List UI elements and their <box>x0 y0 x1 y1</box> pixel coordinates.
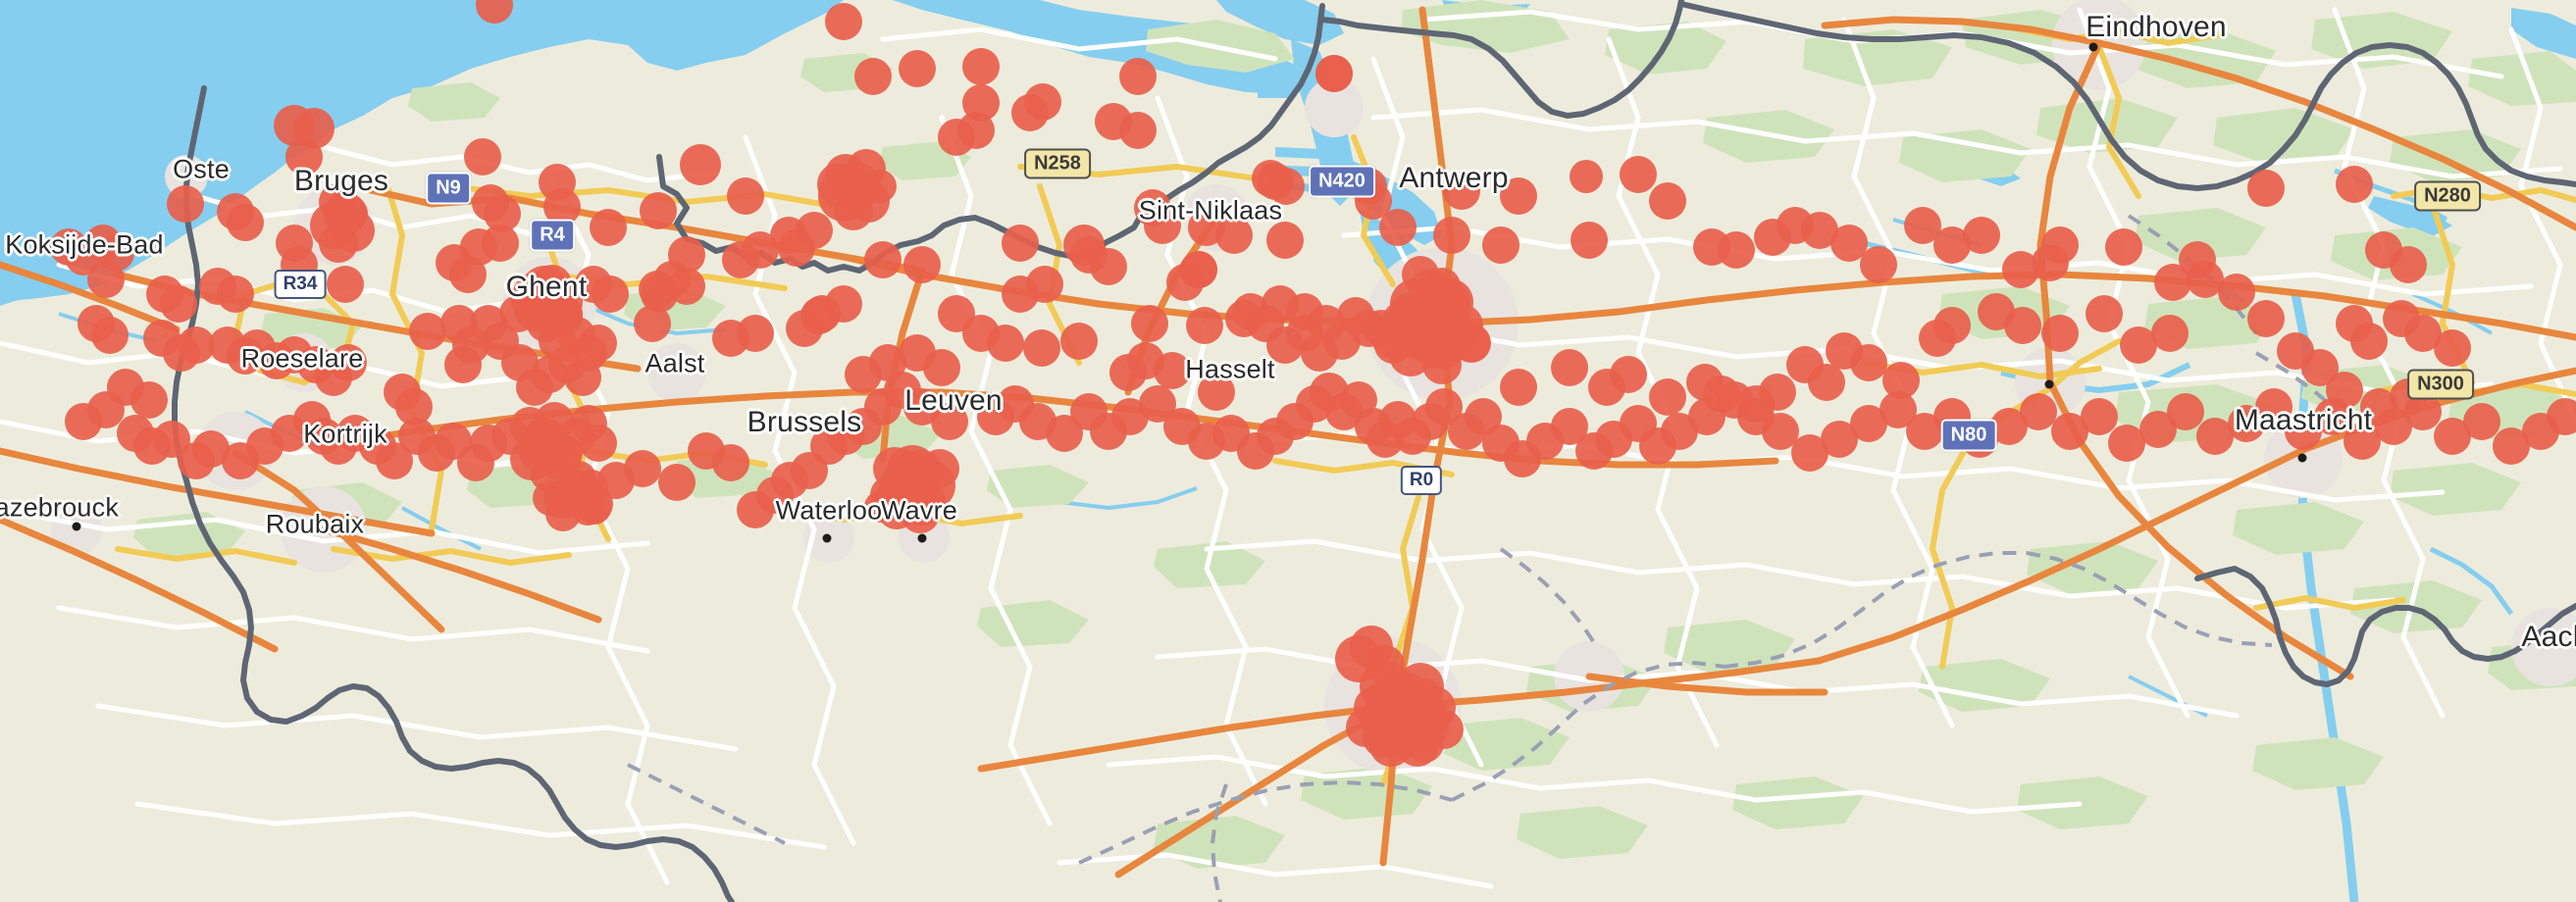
road-shield-r34: R34 <box>274 270 327 299</box>
road-shield-n280: N280 <box>2414 180 2481 212</box>
road-shield-n9: N9 <box>426 172 471 205</box>
place-dot-wavre <box>917 533 927 543</box>
place-dot-hazebrouck <box>72 522 81 531</box>
place-dot-maastricht <box>2297 453 2307 463</box>
place-dot-hasselt <box>2044 379 2054 389</box>
road-shield-n80: N80 <box>1940 419 1997 452</box>
road-shield-n258: N258 <box>1024 148 1091 179</box>
road-shield-r4: R4 <box>530 219 575 252</box>
road-shield-n420: N420 <box>1309 165 1375 198</box>
place-dot-eindhoven <box>2088 42 2098 52</box>
road-shield-n300: N300 <box>2407 369 2474 400</box>
place-dot-waterloo <box>822 533 832 543</box>
road-shield-r0: R0 <box>1400 466 1443 495</box>
